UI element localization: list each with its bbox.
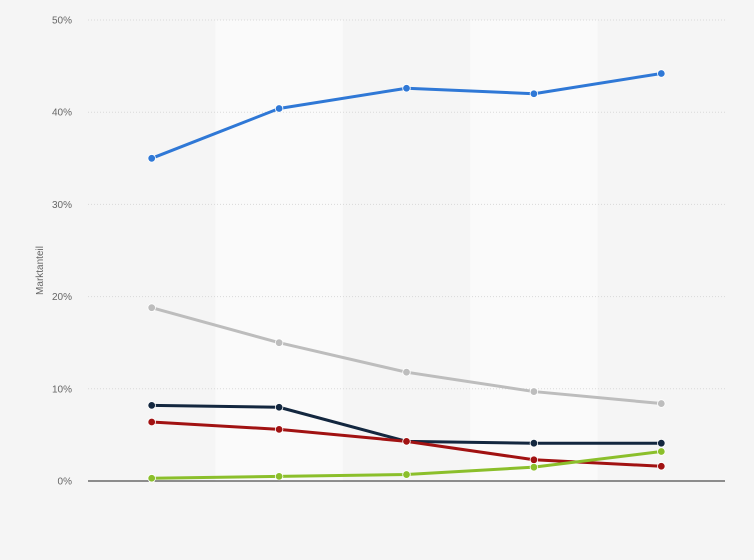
data-point[interactable] [147,401,156,410]
data-point[interactable] [529,438,539,448]
gridlines [88,19,725,390]
y-tick-label: 0% [58,477,73,488]
data-point[interactable] [274,425,284,434]
data-point[interactable] [529,89,539,98]
data-point[interactable] [529,462,539,472]
data-point[interactable] [274,104,284,113]
data-point[interactable] [657,462,666,471]
data-point[interactable] [657,447,666,456]
data-point[interactable] [147,154,156,163]
y-axis-title: Marktanteil [35,246,46,295]
data-point[interactable] [657,399,666,408]
data-point[interactable] [147,417,156,427]
y-tick-label: 50% [52,16,72,27]
data-point[interactable] [402,437,411,446]
series-4 [147,447,666,483]
y-axis-ticks: 0% 10% 20% 30% 40% 50% [52,16,72,488]
series-group [147,69,666,483]
y-tick-label: 20% [52,292,72,303]
data-point[interactable] [274,472,284,481]
series-0 [147,69,666,163]
data-point[interactable] [402,84,411,93]
data-point[interactable] [147,474,156,483]
data-point[interactable] [274,403,284,412]
data-point[interactable] [147,303,156,312]
column-band [215,20,343,481]
data-point[interactable] [402,470,411,479]
y-tick-label: 10% [52,384,72,395]
data-point[interactable] [657,438,666,448]
column-band [470,20,598,481]
data-point[interactable] [529,455,539,464]
y-tick-label: 30% [52,200,72,211]
data-point[interactable] [657,69,666,78]
data-point[interactable] [529,387,539,396]
data-point[interactable] [274,338,284,347]
y-tick-label: 40% [52,108,72,119]
series-1 [147,303,666,408]
data-point[interactable] [402,368,411,377]
